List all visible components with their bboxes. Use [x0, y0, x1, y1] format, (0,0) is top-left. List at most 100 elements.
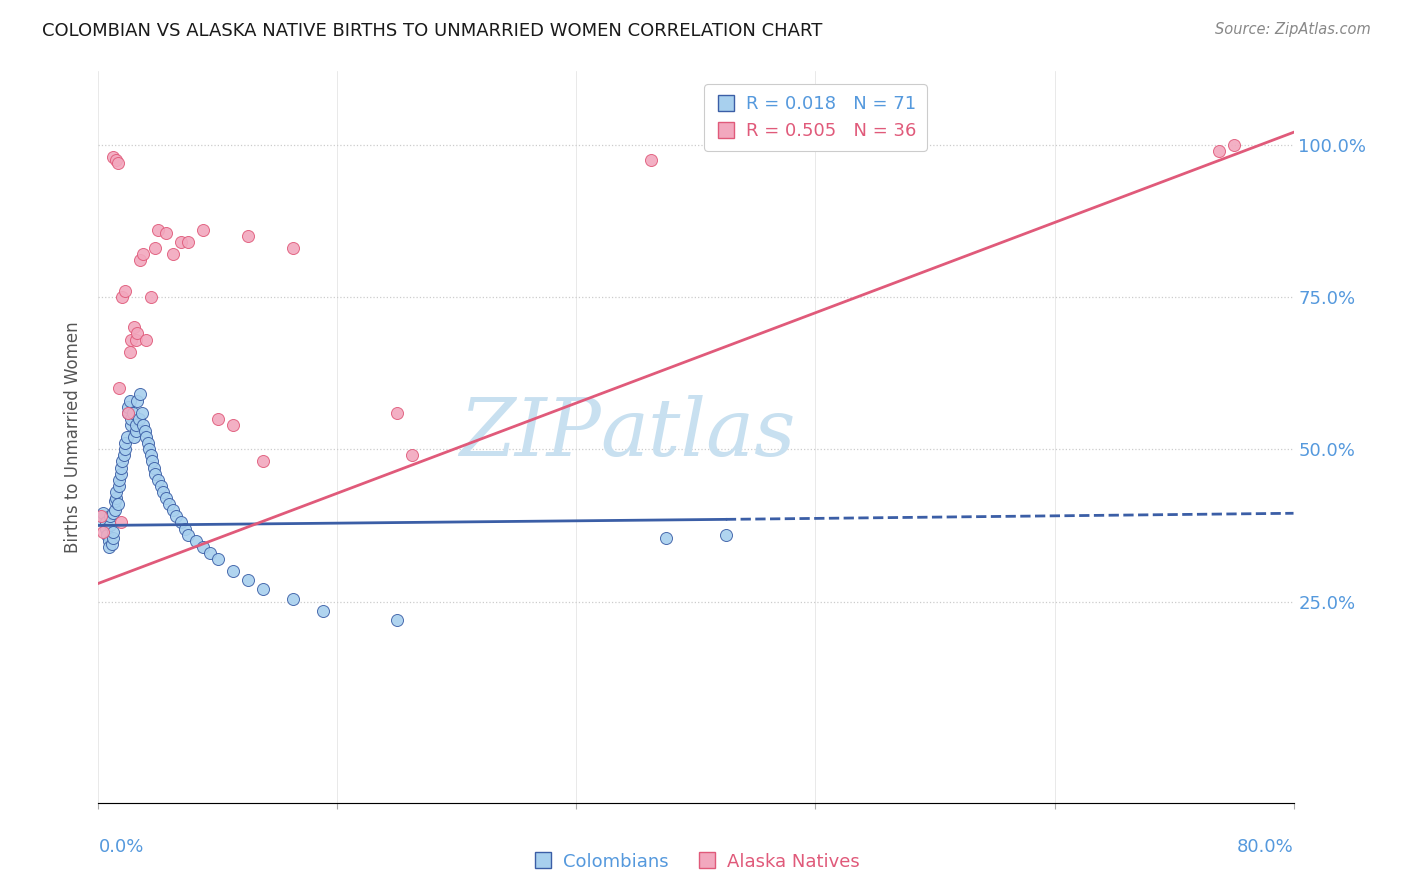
Point — [89, 512, 111, 526]
Point — [207, 552, 229, 566]
Point — [640, 153, 662, 167]
Point — [148, 473, 170, 487]
Point — [129, 253, 152, 268]
Point — [169, 235, 191, 249]
Point — [124, 320, 146, 334]
Point — [114, 436, 136, 450]
Point — [252, 582, 274, 597]
Point — [94, 516, 117, 530]
Point — [107, 156, 129, 170]
Point — [124, 430, 146, 444]
Point — [96, 527, 118, 541]
Point — [162, 503, 184, 517]
Legend: Colombians, Alaska Natives: Colombians, Alaska Natives — [526, 846, 866, 878]
Point — [155, 491, 177, 505]
Point — [157, 497, 180, 511]
Point — [108, 479, 131, 493]
Point — [117, 406, 139, 420]
Point — [97, 540, 120, 554]
Point — [138, 442, 160, 457]
Point — [236, 229, 259, 244]
Text: 80.0%: 80.0% — [1237, 838, 1294, 856]
Point — [311, 604, 333, 618]
Point — [104, 494, 127, 508]
Point — [141, 454, 163, 468]
Point — [117, 406, 139, 420]
Point — [200, 546, 222, 560]
Point — [152, 485, 174, 500]
Point — [191, 540, 214, 554]
Point — [132, 417, 155, 432]
Point — [143, 467, 166, 481]
Point — [169, 516, 191, 530]
Point — [177, 235, 200, 249]
Point — [98, 509, 122, 524]
Point — [127, 326, 149, 341]
Point — [385, 613, 409, 627]
Point — [110, 516, 132, 530]
Text: Source: ZipAtlas.com: Source: ZipAtlas.com — [1215, 22, 1371, 37]
Point — [281, 241, 304, 255]
Point — [120, 412, 142, 426]
Point — [91, 524, 114, 539]
Point — [150, 479, 173, 493]
Point — [103, 506, 125, 520]
Point — [117, 400, 139, 414]
Point — [111, 454, 134, 468]
Point — [1208, 144, 1230, 158]
Point — [97, 533, 120, 548]
Point — [401, 448, 423, 462]
Point — [142, 460, 165, 475]
Point — [107, 497, 129, 511]
Point — [135, 333, 157, 347]
Point — [125, 417, 148, 432]
Point — [101, 537, 124, 551]
Point — [252, 454, 274, 468]
Point — [111, 290, 134, 304]
Point — [135, 430, 157, 444]
Point — [207, 412, 229, 426]
Point — [105, 153, 128, 167]
Point — [143, 241, 166, 255]
Point — [165, 509, 187, 524]
Point — [90, 509, 112, 524]
Point — [132, 247, 155, 261]
Point — [128, 412, 150, 426]
Point — [236, 574, 259, 588]
Point — [120, 333, 142, 347]
Point — [139, 290, 162, 304]
Point — [177, 527, 200, 541]
Point — [108, 381, 131, 395]
Point — [115, 430, 138, 444]
Point — [184, 533, 207, 548]
Text: COLOMBIAN VS ALASKA NATIVE BIRTHS TO UNMARRIED WOMEN CORRELATION CHART: COLOMBIAN VS ALASKA NATIVE BIRTHS TO UNM… — [42, 22, 823, 40]
Point — [103, 524, 125, 539]
Point — [94, 521, 117, 535]
Point — [174, 521, 197, 535]
Point — [148, 223, 170, 237]
Point — [110, 460, 132, 475]
Point — [103, 531, 125, 545]
Point — [191, 223, 214, 237]
Point — [134, 424, 156, 438]
Point — [129, 387, 152, 401]
Point — [114, 284, 136, 298]
Text: atlas: atlas — [600, 394, 796, 472]
Point — [105, 491, 128, 505]
Point — [104, 503, 127, 517]
Point — [131, 406, 153, 420]
Point — [98, 518, 122, 533]
Point — [127, 393, 149, 408]
Point — [118, 393, 141, 408]
Point — [114, 442, 136, 457]
Point — [110, 467, 132, 481]
Point — [112, 448, 135, 462]
Point — [139, 448, 162, 462]
Text: ZIP: ZIP — [458, 394, 600, 472]
Point — [120, 417, 142, 432]
Point — [714, 527, 737, 541]
Point — [155, 226, 177, 240]
Point — [125, 333, 148, 347]
Point — [1223, 137, 1246, 152]
Point — [105, 485, 128, 500]
